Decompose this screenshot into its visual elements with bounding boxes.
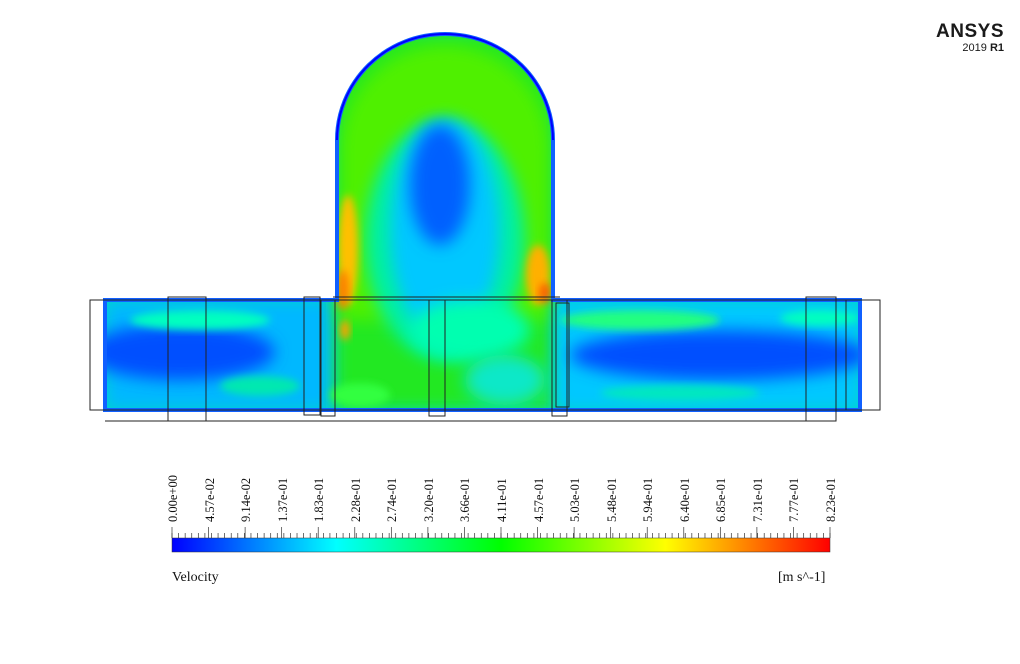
colorbar-tick-label: 1.83e-01 bbox=[312, 477, 327, 522]
colorbar-tick-label: 3.20e-01 bbox=[421, 477, 436, 522]
colorbar-tick-label: 4.57e-02 bbox=[202, 477, 217, 522]
colorbar-tick-label: 5.94e-01 bbox=[641, 477, 656, 522]
colorbar-tick-label: 3.66e-01 bbox=[458, 477, 473, 522]
logo-brand: ANSYS bbox=[936, 21, 1004, 42]
colorbar-tick-label: 2.74e-01 bbox=[385, 477, 400, 522]
colorbar-variable: Velocity bbox=[172, 570, 219, 585]
geometry-wireframe bbox=[89, 296, 881, 422]
colorbar-tick-label: 0.00e+00 bbox=[166, 475, 180, 522]
colorbar-ticks bbox=[171, 527, 831, 538]
colorbar-tick-label: 9.14e-02 bbox=[239, 477, 254, 522]
colorbar-tick-label: 6.85e-01 bbox=[714, 477, 729, 522]
colorbar-unit: [m s^-1] bbox=[778, 570, 826, 585]
colorbar-tick-label: 7.77e-01 bbox=[787, 477, 802, 522]
colorbar-tick-label: 4.57e-01 bbox=[531, 477, 546, 522]
colorbar-tick-label: 1.37e-01 bbox=[275, 477, 290, 522]
colorbar-tick-label: 7.31e-01 bbox=[750, 477, 765, 522]
colorbar bbox=[171, 537, 831, 553]
colorbar-tick-label: 5.48e-01 bbox=[604, 477, 619, 522]
colorbar-tick-label: 5.03e-01 bbox=[568, 477, 583, 522]
ansys-logo: ANSYS 2019 R1 bbox=[936, 22, 1004, 54]
logo-version: 2019 R1 bbox=[962, 42, 1004, 54]
colorbar-tick-label: 6.40e-01 bbox=[677, 477, 692, 522]
colorbar-tick-label: 4.11e-01 bbox=[495, 478, 509, 522]
velocity-contour-field bbox=[105, 34, 860, 410]
colorbar-tick-label: 8.23e-01 bbox=[824, 477, 838, 522]
colorbar-tick-label: 2.28e-01 bbox=[348, 477, 363, 522]
